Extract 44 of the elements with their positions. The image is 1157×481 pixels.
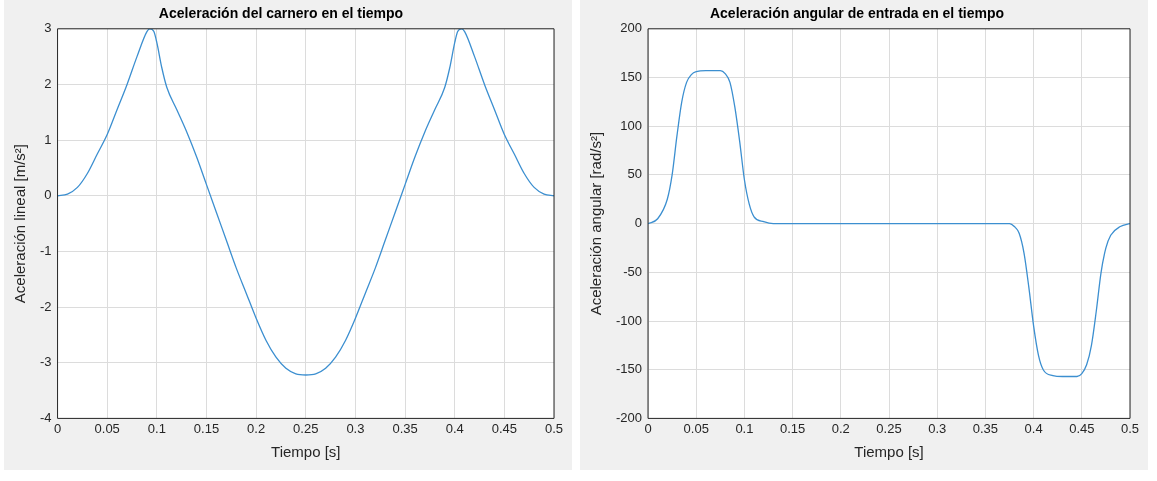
- x-tick-label: 0.5: [1120, 420, 1140, 436]
- x-tick-label: 0.5: [544, 420, 564, 436]
- y-tick-label: -150: [615, 361, 643, 377]
- x-tick-label: 0.4: [445, 420, 464, 436]
- y-tick-label: 2: [44, 76, 52, 92]
- x-tick-label: 0.2: [831, 420, 850, 436]
- x-tick-label: 0.15: [779, 420, 806, 436]
- y-tick-label: 0: [634, 215, 643, 231]
- chart-title: Aceleración del carnero en el tiempo: [158, 5, 404, 22]
- chart-title: Aceleración angular de entrada en el tiempo: [709, 5, 1005, 22]
- y-tick-label: -1: [40, 243, 52, 259]
- x-tick-label: 0.05: [94, 420, 120, 436]
- x-tick-label: 0.35: [392, 420, 418, 436]
- x-tick-label: 0.1: [147, 420, 166, 436]
- y-tick-label: 200: [620, 20, 643, 36]
- x-tick-label: 0.05: [683, 420, 709, 436]
- x-tick-label: 0.25: [293, 420, 319, 436]
- y-axis-title: Aceleración angular [rad/s²]: [587, 131, 605, 316]
- y-tick-label: -3: [40, 354, 52, 370]
- x-tick-label: 0.25: [876, 420, 902, 436]
- y-tick-label: -4: [40, 409, 52, 425]
- y-tick-label: 0: [44, 187, 52, 203]
- x-tick-label: 0.3: [928, 420, 947, 436]
- x-tick-label: 0.15: [193, 420, 220, 436]
- y-tick-label: -200: [615, 409, 643, 425]
- y-tick-label: -50: [623, 263, 643, 279]
- y-tick-label: 3: [44, 20, 52, 36]
- y-tick-label: -2: [40, 298, 52, 314]
- x-tick-label: 0.1: [735, 420, 754, 436]
- x-axis-title: Tiempo [s]: [271, 443, 341, 461]
- y-tick-label: 100: [620, 117, 643, 133]
- y-tick-label: 1: [44, 131, 52, 147]
- y-tick-label: 150: [620, 69, 643, 85]
- y-tick-label: -100: [615, 312, 643, 328]
- x-tick-label: 0.45: [491, 420, 518, 436]
- line-series: [648, 70, 1130, 378]
- x-tick-label: 0.3: [346, 420, 365, 436]
- x-tick-label: 0.2: [247, 420, 266, 436]
- x-tick-label: 0.45: [1069, 420, 1095, 436]
- y-tick-label: 50: [627, 166, 643, 182]
- x-tick-label: 0.35: [972, 420, 999, 436]
- x-tick-label: 0.4: [1024, 420, 1043, 436]
- y-axis-title: Aceleración lineal [m/s²]: [11, 143, 29, 304]
- x-axis-title: Tiempo [s]: [854, 443, 924, 461]
